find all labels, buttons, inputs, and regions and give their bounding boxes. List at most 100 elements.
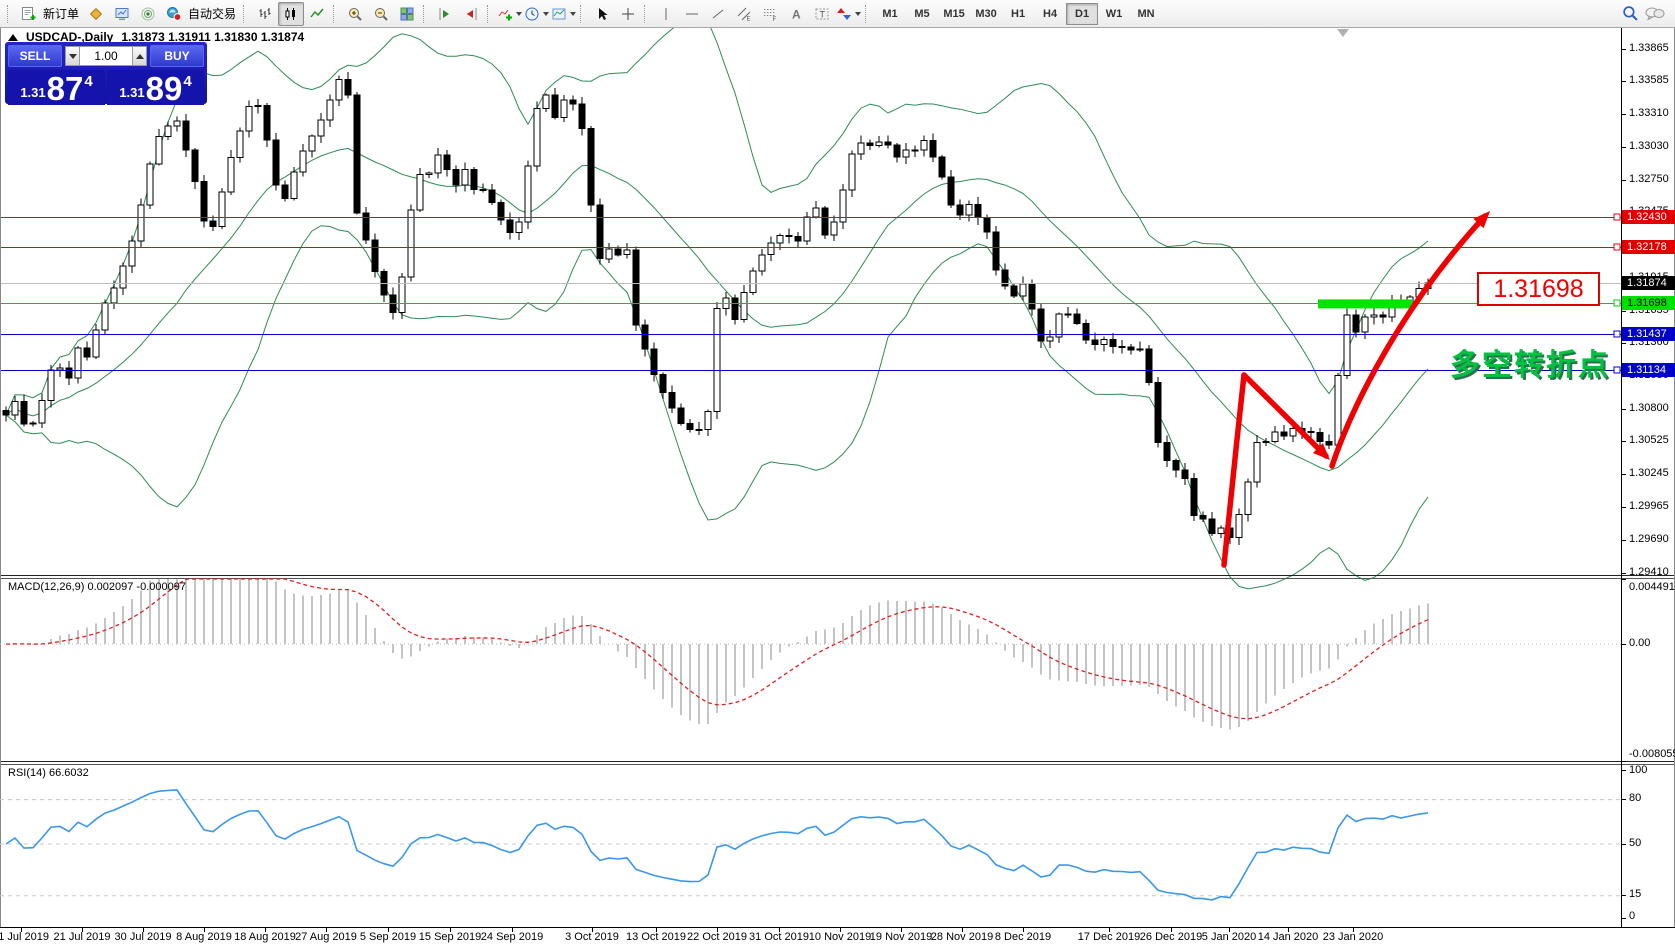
timeframe-h4[interactable]: H4: [1043, 7, 1058, 20]
buy-price-point: 4: [183, 73, 192, 90]
channel-tool[interactable]: E: [731, 2, 757, 26]
timeframe-h1[interactable]: H1: [1011, 7, 1026, 20]
autotrade-label[interactable]: 自动交易: [188, 7, 237, 21]
chat-icon[interactable]: [1645, 5, 1665, 22]
sell-price-display[interactable]: 1.31 87 4: [8, 70, 105, 105]
resistance-price-label: 1.32430: [1622, 210, 1675, 224]
timeframe-mn[interactable]: MN: [1137, 7, 1155, 20]
date-tick: 28 Nov 2019: [930, 931, 994, 943]
trendline-icon: [712, 9, 724, 18]
fibonacci-tool[interactable]: F: [757, 2, 783, 26]
chart-shift-icon: [467, 7, 477, 20]
candlestick-icon: [285, 7, 296, 20]
date-tick: 18 Aug 2019: [234, 931, 296, 943]
zoom-out-button[interactable]: [368, 2, 394, 26]
date-tick: 14 Jan 2020: [1257, 931, 1319, 943]
support-price-label: 1.31134: [1622, 363, 1675, 377]
text-label-tool[interactable]: T: [809, 2, 835, 26]
candlestick-mode-button[interactable]: [278, 1, 305, 26]
timeframe-w1[interactable]: W1: [1105, 7, 1123, 20]
timeframe-m30[interactable]: M30: [975, 7, 997, 20]
chart-window[interactable]: USDCAD-,Daily 1.31873 1.31911 1.31830 1.…: [0, 28, 1675, 946]
date-tick: 21 Jul 2019: [53, 931, 111, 943]
crosshair-tool-button[interactable]: [615, 2, 641, 26]
sell-button[interactable]: SELL: [8, 45, 62, 67]
one-click-collapse-icon[interactable]: [8, 33, 18, 41]
rsi-tick: 50: [1629, 837, 1642, 849]
signals-button[interactable]: [135, 2, 161, 26]
chevron-down-icon: [855, 11, 862, 16]
search-icon[interactable]: [1622, 5, 1639, 22]
rsi-tick: 100: [1629, 764, 1648, 776]
panel-separators: [0, 28, 1675, 928]
red-trend-arrows[interactable]: [1221, 213, 1488, 568]
current-bid-label: 1.31874: [1622, 276, 1675, 290]
price-tick: 1.33310: [1629, 107, 1669, 119]
volume-decrease-button[interactable]: [65, 46, 80, 66]
toolbar-grip: [333, 4, 338, 23]
chart-symbol-title: USDCAD-,Daily: [26, 30, 114, 44]
buy-price-pips: 89: [145, 70, 183, 107]
trendline-tool[interactable]: [705, 2, 731, 26]
date-tick: 31 Oct 2019: [749, 931, 809, 943]
date-tick: 3 Oct 2019: [565, 931, 619, 943]
rsi-line: [5, 789, 1429, 901]
green-highlight-bar[interactable]: [1318, 299, 1412, 309]
macd-tick: 0.004491: [1629, 581, 1675, 593]
bar-chart-mode-button[interactable]: [252, 2, 278, 26]
tile-windows-button[interactable]: [394, 2, 420, 26]
macd-tick: 0.00: [1629, 637, 1651, 649]
periods-button[interactable]: [523, 2, 550, 26]
chart-shift-marker[interactable]: [1337, 29, 1349, 37]
new-order-button[interactable]: [16, 2, 42, 26]
indicators-button[interactable]: [496, 2, 523, 26]
terminal-button[interactable]: [109, 2, 135, 26]
timeframe-m15[interactable]: M15: [943, 7, 965, 20]
chart-shift-button[interactable]: [458, 2, 484, 26]
zoom-in-button[interactable]: [342, 2, 368, 26]
auto-scroll-button[interactable]: [432, 2, 458, 26]
timeframe-m5[interactable]: M5: [914, 7, 930, 20]
date-tick: 8 Dec 2019: [994, 931, 1052, 943]
price-chart-canvas[interactable]: [0, 28, 1675, 946]
date-tick: 15 Sep 2019: [418, 931, 482, 943]
buy-price-display[interactable]: 1.31 89 4: [107, 70, 204, 105]
price-tick: 1.29965: [1629, 500, 1669, 512]
date-tick: 30 Jul 2019: [114, 931, 172, 943]
text-label-icon: T: [815, 8, 829, 19]
horizontal-line-tool[interactable]: [679, 2, 705, 26]
autotrade-button[interactable]: [161, 2, 187, 26]
fibonacci-icon: F: [764, 8, 777, 22]
timeframe-d1[interactable]: D1: [1066, 2, 1099, 25]
volume-input[interactable]: [80, 46, 132, 66]
zoom-out-icon: [375, 7, 388, 21]
price-tick: 1.32750: [1629, 173, 1669, 185]
date-tick: 23 Jan 2020: [1322, 931, 1384, 943]
ohlc-bars-icon: [259, 7, 271, 19]
timeframe-m1[interactable]: M1: [882, 7, 898, 20]
level-price-label[interactable]: 1.31698: [1477, 272, 1600, 306]
autotrade-icon: [167, 6, 182, 21]
toolbar-grip: [644, 4, 649, 23]
cursor-tool-button[interactable]: [589, 2, 615, 26]
pivot-point-annotation[interactable]: 多空转折点: [1450, 349, 1610, 382]
vertical-line-tool[interactable]: [653, 2, 679, 26]
new-order-label[interactable]: 新订单: [43, 7, 80, 21]
buy-button[interactable]: BUY: [150, 45, 204, 67]
rsi-value: 66.6032: [48, 767, 89, 779]
main-toolbar: 新订单 自动交易: [0, 0, 1675, 28]
buy-price-base: 1.31: [119, 85, 145, 100]
svg-text:F: F: [773, 17, 777, 22]
chevron-down-icon: [516, 11, 523, 16]
green-level-label: 1.31698: [1622, 296, 1675, 310]
price-tick: 1.29690: [1629, 533, 1669, 545]
templates-button[interactable]: [550, 2, 577, 26]
text-tool[interactable]: A: [783, 2, 809, 26]
axis-tick-marks: [21, 49, 1626, 932]
volume-increase-button[interactable]: [132, 46, 147, 66]
macd-values: 0.002097 -0.000097: [87, 581, 186, 593]
market-watch-button[interactable]: [83, 2, 109, 26]
arrows-tool[interactable]: [835, 2, 862, 26]
macd-label: MACD(12,26,9) 0.002097 -0.000097: [8, 581, 186, 593]
line-chart-mode-button[interactable]: [304, 2, 330, 26]
